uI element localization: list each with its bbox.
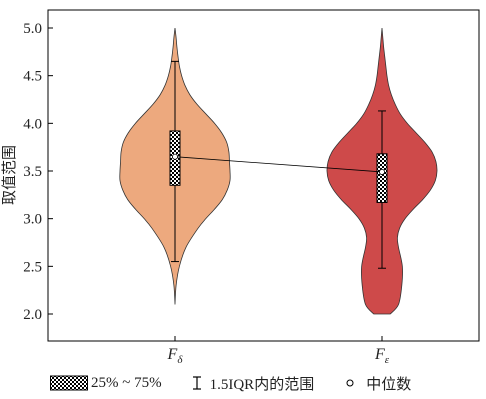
legend: 25% ~ 75% 1.5IQR内的范围 中位数: [50, 372, 411, 394]
y-axis: 2.0 2.5 3.0 3.5 4.0 4.5 5.0: [23, 21, 53, 323]
category-subscript: δ: [177, 354, 183, 366]
y-tick-label: 3.0: [23, 212, 42, 228]
category-main: F: [167, 346, 178, 363]
plot-frame: [47, 9, 480, 342]
legend-item-iqr: 25% ~ 75%: [50, 375, 162, 392]
x-category-label: Fδ: [167, 346, 184, 366]
legend-iqr-label: 25% ~ 75%: [91, 374, 162, 391]
violins-layer: [119, 27, 438, 315]
y-tick-label: 4.0: [23, 116, 42, 132]
x-axis: Fδ Fε: [167, 336, 390, 366]
category-subscript: ε: [385, 354, 390, 366]
legend-whisker-icon: [192, 376, 201, 390]
y-tick-label: 2.5: [23, 259, 42, 275]
x-category-label: Fε: [374, 346, 390, 366]
y-tick-label: 5.0: [23, 21, 42, 37]
y-tick-label: 3.5: [23, 164, 42, 180]
legend-whisker-label: 1.5IQR内的范围: [209, 376, 315, 393]
median-connector-line: [174, 156, 383, 173]
y-tick-label: 2.0: [23, 307, 42, 323]
median-point: [171, 153, 178, 160]
legend-item-whisker: 1.5IQR内的范围: [162, 373, 315, 394]
y-tick-label: 4.5: [23, 69, 42, 85]
y-axis-title: 取值范围: [0, 145, 18, 205]
legend-median-label: 中位数: [366, 376, 412, 393]
violin-chart: 2.02.53.03.54.04.55.0 Fδ Fε 取值范围: [0, 9, 480, 366]
iqr-box: [376, 153, 388, 203]
category-main: F: [374, 346, 385, 363]
legend-median-icon: [346, 379, 354, 387]
legend-item-median: 中位数: [314, 373, 411, 394]
legend-iqr-swatch: [50, 375, 88, 391]
median-point: [378, 168, 385, 175]
